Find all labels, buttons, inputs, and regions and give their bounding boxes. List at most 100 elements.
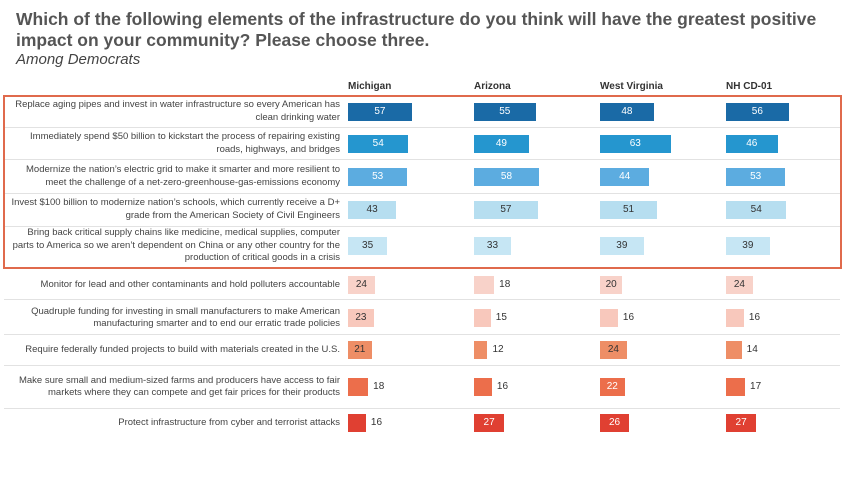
row-label: Replace aging pipes and invest in water … xyxy=(15,99,340,123)
bar xyxy=(600,341,627,359)
row-divider xyxy=(4,408,840,409)
bar-value-label: 15 xyxy=(495,312,507,323)
row-divider xyxy=(4,365,840,366)
bar-value-label: 16 xyxy=(496,381,509,392)
row-divider xyxy=(4,193,840,194)
bar-value-label: 16 xyxy=(370,417,383,428)
bar-value-label: 46 xyxy=(746,137,758,149)
bar-value-label: 51 xyxy=(622,203,635,215)
row-label: Monitor for lead and other contaminants … xyxy=(40,278,340,290)
bar xyxy=(726,102,789,121)
bar xyxy=(474,414,505,432)
chart-subtitle: Among Democrats xyxy=(16,51,141,68)
row-label: Quadruple funding for investing in small… xyxy=(31,305,340,330)
bar-value-label: 22 xyxy=(606,381,618,392)
bar-value-label: 53 xyxy=(372,170,384,182)
row-divider xyxy=(4,226,840,227)
bar xyxy=(474,102,536,121)
bar-value-label: 23 xyxy=(355,312,367,323)
row-label: Require federally funded projects to bui… xyxy=(25,343,340,355)
row-divider xyxy=(4,299,840,300)
bar xyxy=(600,276,623,294)
column-header: NH CD-01 xyxy=(726,81,773,92)
bar xyxy=(726,341,742,359)
bar xyxy=(348,309,374,327)
bar-value-label: 18 xyxy=(373,381,385,392)
bar xyxy=(600,200,658,219)
bar xyxy=(474,200,538,219)
row-label: Immediately spend $50 billion to kicksta… xyxy=(30,131,340,155)
bar-value-label: 24 xyxy=(355,279,367,290)
bar-value-label: 12 xyxy=(492,344,504,355)
row-divider xyxy=(4,159,840,160)
bar xyxy=(474,167,539,186)
bar-value-label: 56 xyxy=(751,105,763,117)
bar xyxy=(600,134,671,153)
bar xyxy=(348,341,372,359)
bar xyxy=(348,134,409,153)
bar-value-label: 20 xyxy=(605,279,617,290)
bar-value-label: 39 xyxy=(742,240,754,251)
bar-value-label: 21 xyxy=(354,344,366,355)
bar-value-label: 14 xyxy=(746,344,758,355)
row-divider xyxy=(4,268,840,269)
bar-value-label: 16 xyxy=(748,312,761,323)
bar xyxy=(474,309,491,327)
bar-value-label: 33 xyxy=(486,240,499,251)
row-divider xyxy=(4,127,840,128)
row-label: Modernize the nation’s electric grid to … xyxy=(26,164,340,188)
bar xyxy=(726,167,786,186)
bar xyxy=(726,276,753,294)
bar xyxy=(474,134,529,153)
bar-value-label: 57 xyxy=(374,105,386,117)
bar xyxy=(348,200,397,219)
bar-value-label: 27 xyxy=(483,417,495,428)
bar xyxy=(600,378,625,396)
bar-value-label: 54 xyxy=(750,203,762,215)
bar-value-label: 44 xyxy=(619,170,631,182)
bar xyxy=(474,237,511,255)
column-header: Arizona xyxy=(474,81,511,92)
bar-value-label: 58 xyxy=(500,170,513,182)
chart-title: Which of the following elements of the i… xyxy=(16,9,817,50)
bar-value-label: 18 xyxy=(499,279,511,290)
bar-value-label: 63 xyxy=(629,137,641,149)
bar-value-label: 16 xyxy=(622,312,635,323)
bar xyxy=(600,102,654,121)
bar xyxy=(726,200,787,219)
bar xyxy=(474,341,488,359)
bar-value-label: 24 xyxy=(607,344,619,355)
bar-value-label: 27 xyxy=(735,417,747,428)
row-label: Protect infrastructure from cyber and te… xyxy=(118,416,340,428)
bar xyxy=(726,134,778,153)
column-header: West Virginia xyxy=(600,81,663,92)
bar xyxy=(600,309,618,327)
bar xyxy=(726,378,746,396)
bar xyxy=(600,167,650,186)
bar-value-label: 35 xyxy=(362,240,374,251)
bar-value-label: 54 xyxy=(372,137,384,149)
bar-value-label: 43 xyxy=(366,203,378,215)
bar-value-label: 49 xyxy=(495,137,507,149)
row-label: Make sure small and medium-sized farms a… xyxy=(18,374,340,399)
bar xyxy=(726,414,757,432)
bar xyxy=(348,237,388,255)
row-label: Invest $100 billion to modernize nation’… xyxy=(11,197,340,221)
bar-value-label: 55 xyxy=(499,105,511,117)
bar xyxy=(600,237,644,255)
row-divider xyxy=(4,334,840,335)
bar xyxy=(348,167,408,186)
column-header: Michigan xyxy=(348,81,392,92)
bar xyxy=(726,237,770,255)
bar-value-label: 17 xyxy=(750,381,762,392)
bar xyxy=(348,414,366,432)
bar xyxy=(474,378,492,396)
bar-value-label: 57 xyxy=(500,203,512,215)
bar-value-label: 26 xyxy=(608,417,621,428)
bar-value-label: 48 xyxy=(621,105,633,117)
bar xyxy=(726,309,744,327)
row-label: Bring back critical supply chains like m… xyxy=(12,227,340,264)
bar xyxy=(348,378,369,396)
bar xyxy=(600,414,630,432)
bar-value-label: 24 xyxy=(733,279,745,290)
